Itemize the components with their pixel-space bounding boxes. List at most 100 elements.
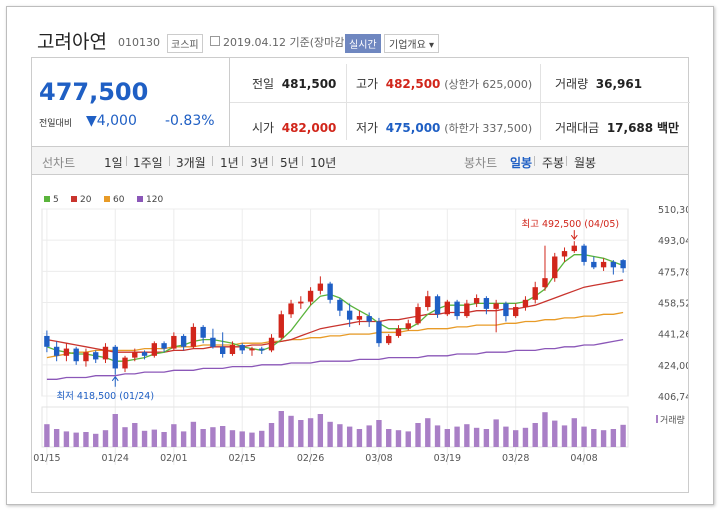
volume-bar[interactable] (591, 429, 597, 447)
candle-body[interactable] (327, 283, 333, 300)
volume-bar[interactable] (180, 431, 187, 447)
candle-body[interactable] (464, 303, 470, 317)
volume-bar[interactable] (571, 418, 577, 447)
period-tab-10y[interactable]: 10년 (310, 156, 337, 170)
volume-bar[interactable] (122, 427, 128, 447)
volume-bar[interactable] (298, 420, 304, 447)
candlestick-chart[interactable]: 5 20 60 120 최고 492,500 (04/05) 최저 418,500 (0… (32, 175, 697, 491)
volume-bar[interactable] (132, 423, 138, 447)
candle-body[interactable] (395, 328, 402, 336)
volume-bar[interactable] (249, 432, 255, 447)
period-tab-5y[interactable]: 5년 (280, 156, 299, 170)
volume-bar[interactable] (386, 429, 392, 447)
volume-bar[interactable] (366, 425, 372, 447)
volume-bar[interactable] (93, 433, 99, 447)
volume-bar[interactable] (512, 430, 519, 447)
candle-body[interactable] (210, 337, 216, 347)
period-tab-1d[interactable]: 1일 (104, 156, 123, 170)
period-tab-3y[interactable]: 3년 (250, 156, 269, 170)
volume-bar[interactable] (395, 430, 402, 447)
candle-body[interactable] (571, 245, 577, 252)
candle-body[interactable] (180, 335, 187, 347)
candle-body[interactable] (610, 261, 617, 268)
candle-body[interactable] (190, 326, 197, 347)
volume-bar[interactable] (483, 429, 490, 447)
candle-body[interactable] (425, 296, 431, 308)
candle-body[interactable] (249, 348, 255, 351)
candle-body[interactable] (415, 307, 421, 324)
candle-body[interactable] (473, 298, 480, 304)
candle-body[interactable] (132, 352, 138, 358)
candle-body[interactable] (171, 335, 177, 349)
candle-body[interactable] (522, 299, 529, 308)
volume-bar[interactable] (542, 412, 548, 447)
volume-bar[interactable] (190, 421, 197, 447)
candle-body[interactable] (552, 256, 558, 279)
candle-body[interactable] (386, 335, 392, 344)
candle-body[interactable] (532, 287, 538, 300)
candle-body[interactable] (112, 346, 118, 369)
volume-bar[interactable] (337, 424, 343, 447)
candle-body[interactable] (102, 346, 109, 360)
volume-bar[interactable] (620, 424, 626, 447)
candle-body[interactable] (454, 301, 460, 317)
candle-body[interactable] (405, 323, 411, 329)
volume-bar[interactable] (102, 430, 109, 447)
candle-body[interactable] (620, 260, 626, 269)
candle-body[interactable] (219, 346, 226, 355)
candle-body[interactable] (493, 303, 499, 309)
volume-bar[interactable] (327, 421, 333, 447)
candle-body[interactable] (483, 298, 490, 309)
volume-bar[interactable] (161, 432, 167, 447)
candle-tab-daily[interactable]: 일봉 (510, 156, 533, 170)
period-tab-1y[interactable]: 1년 (220, 156, 239, 170)
candle-body[interactable] (356, 316, 363, 320)
volume-bar[interactable] (219, 426, 226, 447)
volume-bar[interactable] (112, 414, 118, 447)
candle-body[interactable] (600, 261, 607, 268)
candle-body[interactable] (337, 299, 343, 311)
volume-bar[interactable] (356, 429, 363, 447)
candle-body[interactable] (259, 348, 265, 351)
volume-bar[interactable] (53, 429, 60, 447)
candle-body[interactable] (83, 352, 89, 362)
volume-bar[interactable] (532, 423, 538, 447)
volume-bar[interactable] (376, 420, 382, 447)
volume-bar[interactable] (610, 429, 617, 447)
volume-bar[interactable] (581, 426, 587, 447)
volume-bar[interactable] (307, 418, 314, 447)
period-tab-1w[interactable]: 1주일 (133, 156, 163, 170)
volume-bar[interactable] (464, 424, 470, 447)
volume-bar[interactable] (405, 431, 411, 447)
candle-body[interactable] (44, 335, 50, 347)
volume-bar[interactable] (552, 420, 558, 447)
candle-body[interactable] (122, 357, 128, 369)
candle-body[interactable] (278, 314, 284, 338)
candle-body[interactable] (63, 348, 70, 356)
candle-body[interactable] (376, 321, 382, 344)
volume-bar[interactable] (268, 423, 275, 447)
candle-body[interactable] (346, 310, 353, 320)
candle-body[interactable] (581, 245, 587, 262)
candle-body[interactable] (53, 346, 60, 356)
candle-body[interactable] (93, 352, 99, 360)
candle-body[interactable] (366, 316, 372, 322)
candle-body[interactable] (434, 296, 441, 315)
company-overview-dropdown[interactable]: 기업개요 ▾ (384, 34, 440, 53)
volume-bar[interactable] (141, 430, 148, 447)
candle-body[interactable] (512, 307, 519, 317)
volume-bar[interactable] (493, 419, 499, 447)
volume-bar[interactable] (151, 429, 158, 447)
candle-body[interactable] (73, 348, 79, 362)
volume-bar[interactable] (600, 430, 607, 447)
volume-bar[interactable] (278, 411, 284, 447)
volume-bar[interactable] (210, 427, 216, 447)
candle-tab-monthly[interactable]: 월봉 (574, 156, 597, 170)
volume-bar[interactable] (522, 427, 529, 447)
candle-body[interactable] (542, 278, 548, 288)
volume-bar[interactable] (317, 414, 324, 447)
candle-body[interactable] (317, 283, 324, 291)
volume-bar[interactable] (229, 430, 236, 447)
volume-bar[interactable] (561, 425, 568, 447)
volume-bar[interactable] (454, 426, 460, 447)
